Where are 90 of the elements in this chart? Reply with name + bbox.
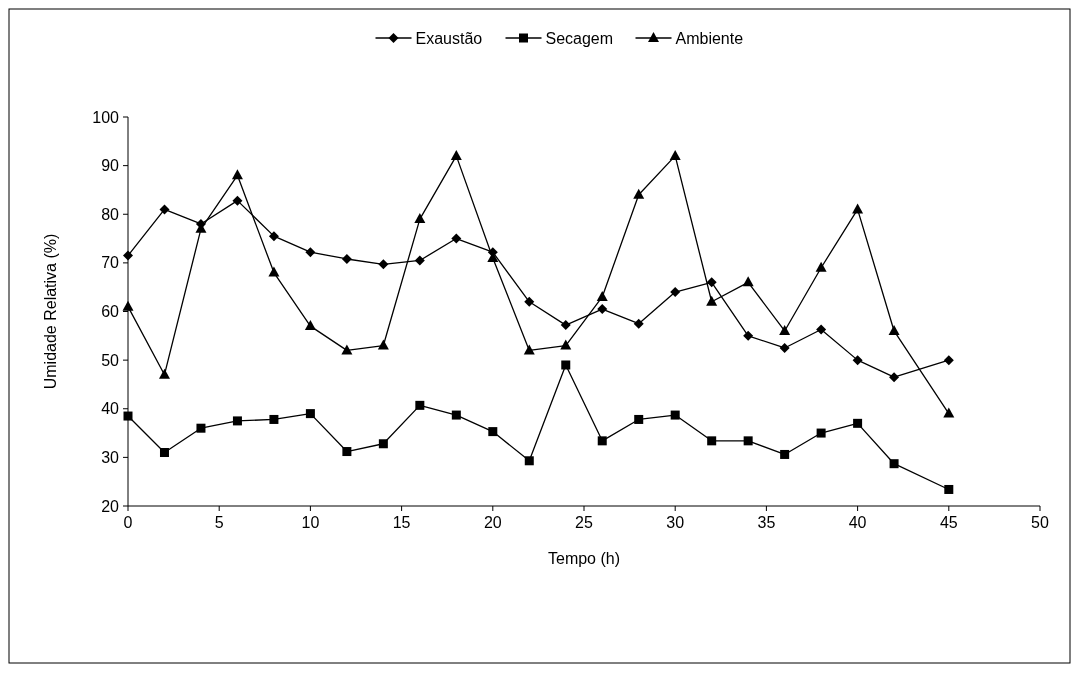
point xyxy=(524,456,534,466)
point xyxy=(304,320,316,331)
point xyxy=(196,423,206,433)
point xyxy=(633,188,645,199)
point xyxy=(524,296,535,307)
y-tick-label: 80 xyxy=(101,205,120,223)
point xyxy=(269,414,279,424)
point xyxy=(815,261,827,272)
x-tick-label: 15 xyxy=(392,514,411,531)
x-tick-label: 45 xyxy=(939,514,958,531)
point xyxy=(232,416,242,426)
point xyxy=(377,339,389,350)
point xyxy=(853,418,863,428)
point xyxy=(816,428,826,438)
point xyxy=(341,344,353,355)
x-tick-label: 50 xyxy=(1031,514,1049,531)
legend-label: Secagem xyxy=(545,30,614,47)
y-tick-label: 90 xyxy=(101,157,120,175)
point xyxy=(743,436,753,446)
x-tick-label: 5 xyxy=(214,514,224,531)
x-tick-label: 40 xyxy=(848,514,867,531)
point xyxy=(670,287,681,298)
point xyxy=(596,290,608,301)
point xyxy=(305,247,316,258)
point xyxy=(451,233,462,244)
point xyxy=(633,318,644,329)
point xyxy=(341,253,352,264)
point xyxy=(707,436,717,446)
point xyxy=(888,324,900,335)
point xyxy=(378,439,388,449)
y-tick-label: 100 xyxy=(92,108,120,126)
point xyxy=(450,149,462,160)
point xyxy=(523,344,535,355)
x-tick-label: 10 xyxy=(301,514,320,531)
point xyxy=(488,427,498,437)
point xyxy=(742,276,754,287)
x-tick-label: 25 xyxy=(575,514,593,531)
point xyxy=(852,203,864,214)
x-tick-label: 0 xyxy=(123,514,133,531)
y-tick-label: 70 xyxy=(101,254,120,272)
legend-label: Exaustão xyxy=(415,30,483,47)
point xyxy=(159,448,169,458)
y-tick-label: 20 xyxy=(101,497,120,515)
point xyxy=(414,213,426,224)
point xyxy=(560,320,571,331)
y-tick-label: 50 xyxy=(101,351,120,369)
point xyxy=(779,324,791,335)
x-tick-label: 35 xyxy=(757,514,776,531)
point xyxy=(159,204,170,215)
point xyxy=(123,411,133,421)
point xyxy=(123,250,133,261)
point xyxy=(378,259,389,270)
point xyxy=(415,400,425,410)
legend-label: Ambiente xyxy=(675,30,744,47)
point xyxy=(268,231,279,242)
point xyxy=(889,459,899,469)
point xyxy=(889,372,900,383)
point xyxy=(743,330,754,341)
y-tick-label: 30 xyxy=(101,448,120,466)
point xyxy=(231,169,243,180)
y-tick-label: 40 xyxy=(101,400,120,418)
point xyxy=(560,339,572,350)
point xyxy=(706,277,717,288)
x-tick-label: 30 xyxy=(666,514,685,531)
point xyxy=(232,195,243,206)
point xyxy=(816,324,827,335)
point xyxy=(122,300,134,311)
point xyxy=(670,410,680,420)
point xyxy=(158,368,170,379)
point xyxy=(669,149,681,160)
point xyxy=(451,410,461,420)
y-tick-label: 60 xyxy=(101,303,120,320)
point xyxy=(706,295,718,306)
point xyxy=(597,436,607,446)
point xyxy=(414,255,425,266)
y-axis-title: Umidade Relativa (%) xyxy=(42,233,59,390)
point xyxy=(561,360,571,370)
point xyxy=(943,407,955,418)
point xyxy=(305,409,315,419)
point xyxy=(268,266,280,277)
point xyxy=(943,355,954,366)
point xyxy=(597,304,608,315)
point xyxy=(780,449,790,459)
point xyxy=(342,447,352,457)
point xyxy=(634,414,644,424)
point xyxy=(852,355,863,366)
x-tick-label: 20 xyxy=(483,514,502,531)
x-axis-title: Tempo (h) xyxy=(547,550,621,567)
point xyxy=(779,342,790,353)
point xyxy=(944,484,954,494)
